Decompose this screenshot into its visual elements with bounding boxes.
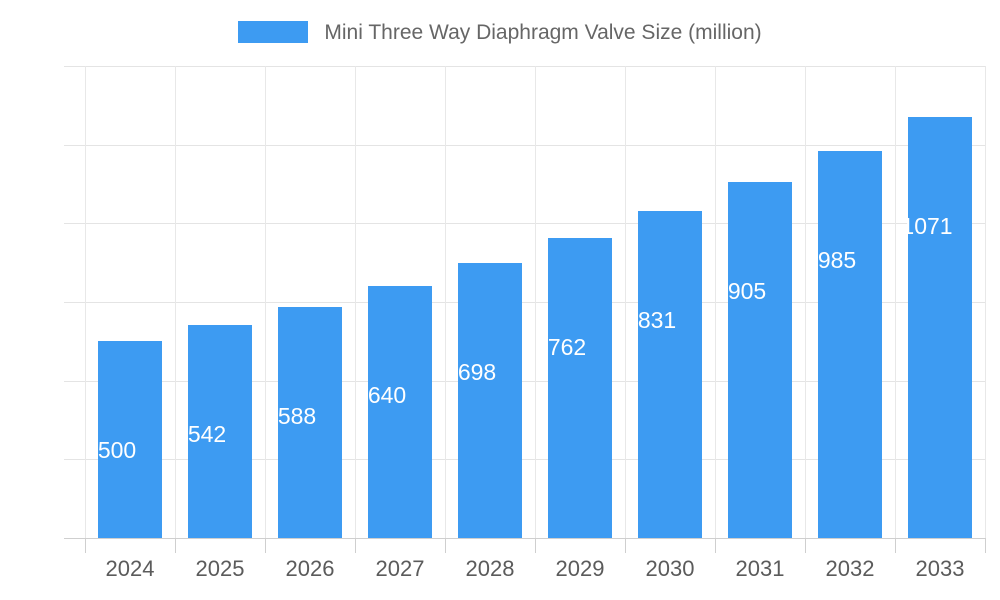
- bar-slot: 542: [175, 66, 265, 538]
- x-axis-tick-label: 2027: [375, 556, 425, 581]
- bar-value-label: 905: [727, 278, 767, 305]
- x-axis-tick: [175, 538, 176, 553]
- bar-slot: 640: [355, 66, 445, 538]
- x-axis-tick: [265, 538, 266, 553]
- x-axis-tick: [895, 538, 896, 553]
- x-axis-tick: [805, 538, 806, 553]
- x-axis-tick-label: 2033: [915, 556, 965, 581]
- bar[interactable]: [548, 238, 612, 538]
- bar-slot: 588: [265, 66, 355, 538]
- legend-label: Mini Three Way Diaphragm Valve Size (mil…: [324, 20, 762, 44]
- bar-value-label: 985: [817, 246, 857, 273]
- x-axis-tick: [355, 538, 356, 553]
- bar-value-label: 698: [457, 359, 497, 386]
- bar-value-label: 542: [187, 420, 227, 447]
- bar[interactable]: [818, 150, 882, 538]
- bar-slot: 1071: [895, 66, 985, 538]
- bar-slot: 762: [535, 66, 625, 538]
- x-axis-tick: [445, 538, 446, 553]
- gridline-vertical: [535, 66, 536, 538]
- gridline-vertical: [625, 66, 626, 538]
- gridline-horizontal: [64, 380, 985, 382]
- gridline-vertical: [895, 66, 896, 538]
- bar[interactable]: [638, 211, 702, 538]
- x-axis-tick-label: 2025: [195, 556, 245, 581]
- bar-slot: 698: [445, 66, 535, 538]
- bar[interactable]: [98, 341, 162, 538]
- bar[interactable]: [908, 116, 972, 538]
- bar-value-label: 762: [547, 334, 587, 361]
- gridline-vertical: [805, 66, 806, 538]
- legend-color-swatch: [238, 21, 309, 43]
- x-axis-tick-label: 2031: [735, 556, 785, 581]
- x-axis-tick: [85, 538, 86, 553]
- x-axis-tick-label: 2026: [285, 556, 335, 581]
- gridline-vertical: [985, 66, 986, 538]
- bar-slot: 985: [805, 66, 895, 538]
- chart-legend: Mini Three Way Diaphragm Valve Size (mil…: [0, 14, 1000, 50]
- bar[interactable]: [188, 324, 252, 538]
- bar-value-label: 500: [97, 437, 137, 464]
- x-axis-tick: [625, 538, 626, 553]
- x-axis-tick-label: 2024: [105, 556, 155, 581]
- gridline-vertical: [175, 66, 176, 538]
- x-axis-tick: [535, 538, 536, 553]
- gridline-vertical: [445, 66, 446, 538]
- bar[interactable]: [458, 263, 522, 538]
- bar-slot: 831: [625, 66, 715, 538]
- gridline-vertical: [715, 66, 716, 538]
- bar-value-label: 831: [637, 307, 677, 334]
- bar-slot: 500: [85, 66, 175, 538]
- bar-value-label: 588: [277, 402, 317, 429]
- bar-value-label: 1071: [901, 212, 953, 239]
- bar-value-label: 640: [367, 382, 407, 409]
- gridline-vertical: [355, 66, 356, 538]
- gridline-horizontal: [64, 144, 985, 146]
- gridline-vertical: [85, 66, 86, 538]
- bar[interactable]: [278, 306, 342, 538]
- bar[interactable]: [728, 182, 792, 538]
- gridline-horizontal: [64, 538, 985, 539]
- bar-slot: 905: [715, 66, 805, 538]
- x-axis-tick-label: 2029: [555, 556, 605, 581]
- x-axis-tick-label: 2028: [465, 556, 515, 581]
- plot-area: 020040060080010001200 500542588640698762…: [64, 66, 986, 580]
- x-axis-tick-label: 2030: [645, 556, 695, 581]
- gridline-horizontal: [64, 459, 985, 461]
- x-axis-tick: [985, 538, 986, 553]
- x-axis-tick: [715, 538, 716, 553]
- bar[interactable]: [368, 286, 432, 538]
- gridline-horizontal: [64, 223, 985, 225]
- gridline-horizontal: [64, 302, 985, 303]
- gridline-horizontal: [64, 66, 985, 67]
- x-axis-tick-label: 2032: [825, 556, 875, 581]
- gridline-vertical: [265, 66, 266, 538]
